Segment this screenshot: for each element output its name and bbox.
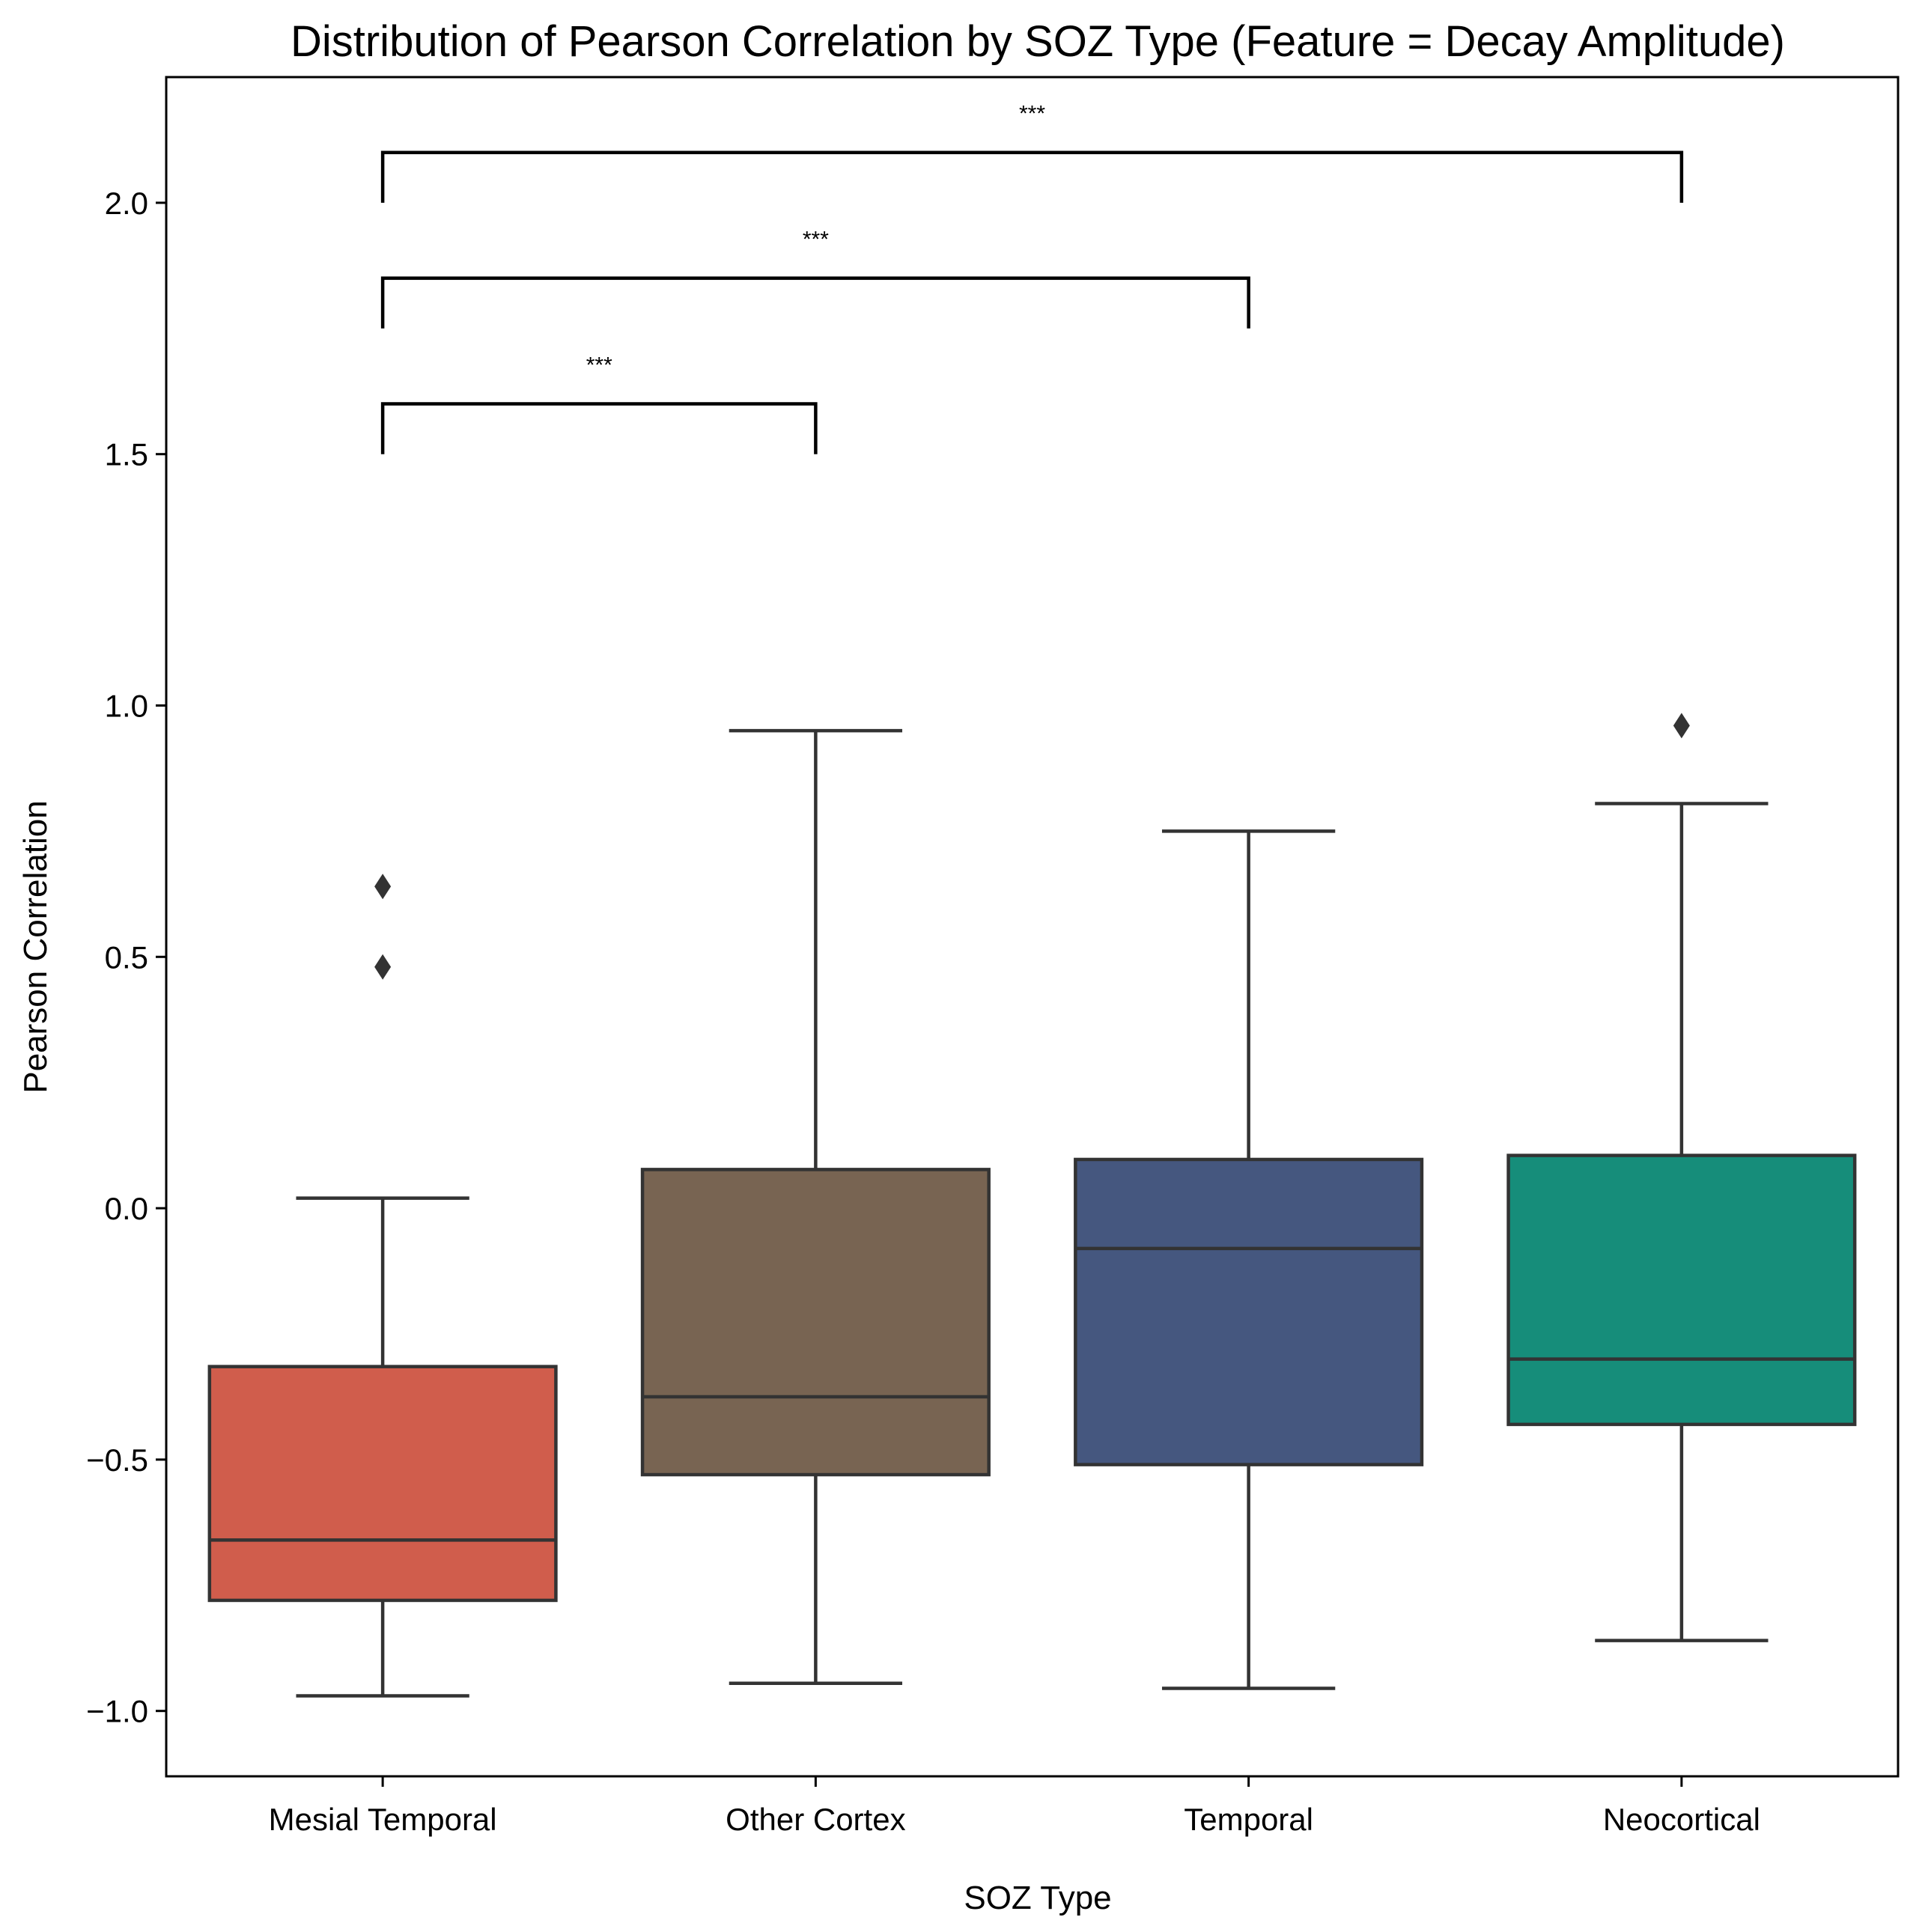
x-axis-label: SOZ Type [964,1880,1111,1916]
box-group [1506,713,1857,1642]
box [640,1168,991,1477]
y-tick-label: 0.0 [105,1191,148,1226]
x-tick-label: Mesial Temporal [269,1802,497,1837]
y-tick-label: −0.5 [86,1442,148,1478]
box-group [207,874,558,1698]
y-tick-label: 2.0 [105,186,148,221]
y-tick-label: 0.5 [105,939,148,975]
x-tick-label: Other Cortex [726,1802,905,1837]
y-tick-label: −1.0 [86,1694,148,1729]
x-tick-label: Neocortical [1603,1802,1760,1837]
plot-frame [165,76,1900,1778]
box [1074,1157,1424,1466]
plot-area: *** *** *** [207,102,1857,1698]
significance-label: *** [803,228,829,252]
y-tick-label: 1.5 [105,437,148,472]
x-tick-label: Temporal [1184,1802,1313,1837]
significance-label: *** [586,353,612,378]
outlier-point [374,954,392,980]
significance-label: *** [1019,102,1045,127]
outlier-point [1673,713,1690,739]
y-axis-label: Pearson Correlation [17,800,54,1093]
outlier-point [374,874,392,900]
significance-bracket [380,150,1684,203]
significance-bracket [380,276,1250,329]
y-tick-label: 1.0 [105,688,148,723]
box-group [640,728,991,1686]
significance-bracket [380,402,818,454]
chart-title: Distribution of Pearson Correlation by S… [291,17,1785,66]
box [1506,1154,1857,1427]
box [207,1365,558,1603]
box-group [1074,829,1424,1690]
